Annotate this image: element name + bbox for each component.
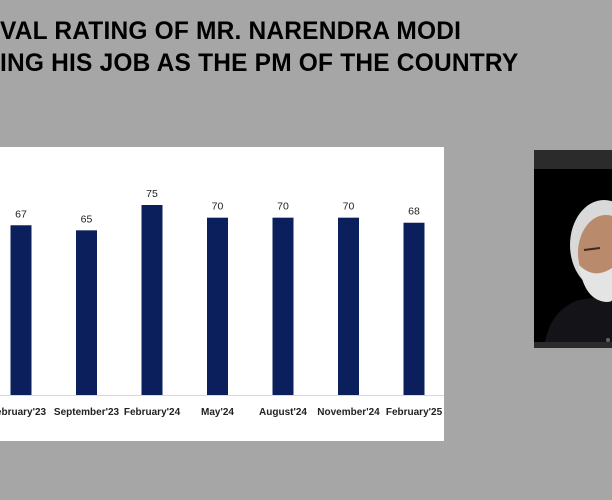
bar	[141, 205, 163, 395]
data-label: 70	[343, 201, 355, 213]
bar	[403, 222, 425, 395]
x-tick-label: February'24	[124, 407, 181, 418]
x-tick-label: September'23	[54, 407, 120, 418]
bar	[76, 230, 97, 395]
bar	[207, 217, 228, 395]
data-label: 67	[15, 208, 27, 220]
title-line-1: VAL RATING OF MR. NARENDRA MODI	[0, 17, 462, 45]
bar	[10, 225, 32, 395]
data-label: 75	[146, 188, 158, 200]
bar	[272, 217, 294, 395]
photo-frame-top	[534, 150, 612, 169]
data-label: 65	[81, 213, 93, 225]
data-label: 70	[277, 201, 289, 213]
bar-chart: 67 ebruary'23 65 September'23 75 February'24 7…	[0, 188, 444, 418]
bar	[338, 217, 359, 395]
data-label: 70	[212, 201, 224, 213]
x-tick-label: May'24	[201, 407, 234, 418]
photo-frame-bottom	[534, 342, 612, 348]
chart-panel: 67 ebruary'23 65 September'23 75 February'24 7…	[0, 147, 444, 441]
data-label: 68	[408, 206, 420, 218]
portrait-icon	[544, 200, 612, 348]
x-tick-label: August'24	[259, 407, 307, 418]
x-tick-label: November'24	[317, 407, 380, 418]
x-tick-label: February'25	[386, 407, 443, 418]
title-line-2: ING HIS JOB AS THE PM OF THE COUNTRY	[0, 49, 519, 77]
x-tick-label: ebruary'23	[0, 407, 47, 418]
portrait-photo	[534, 150, 612, 348]
